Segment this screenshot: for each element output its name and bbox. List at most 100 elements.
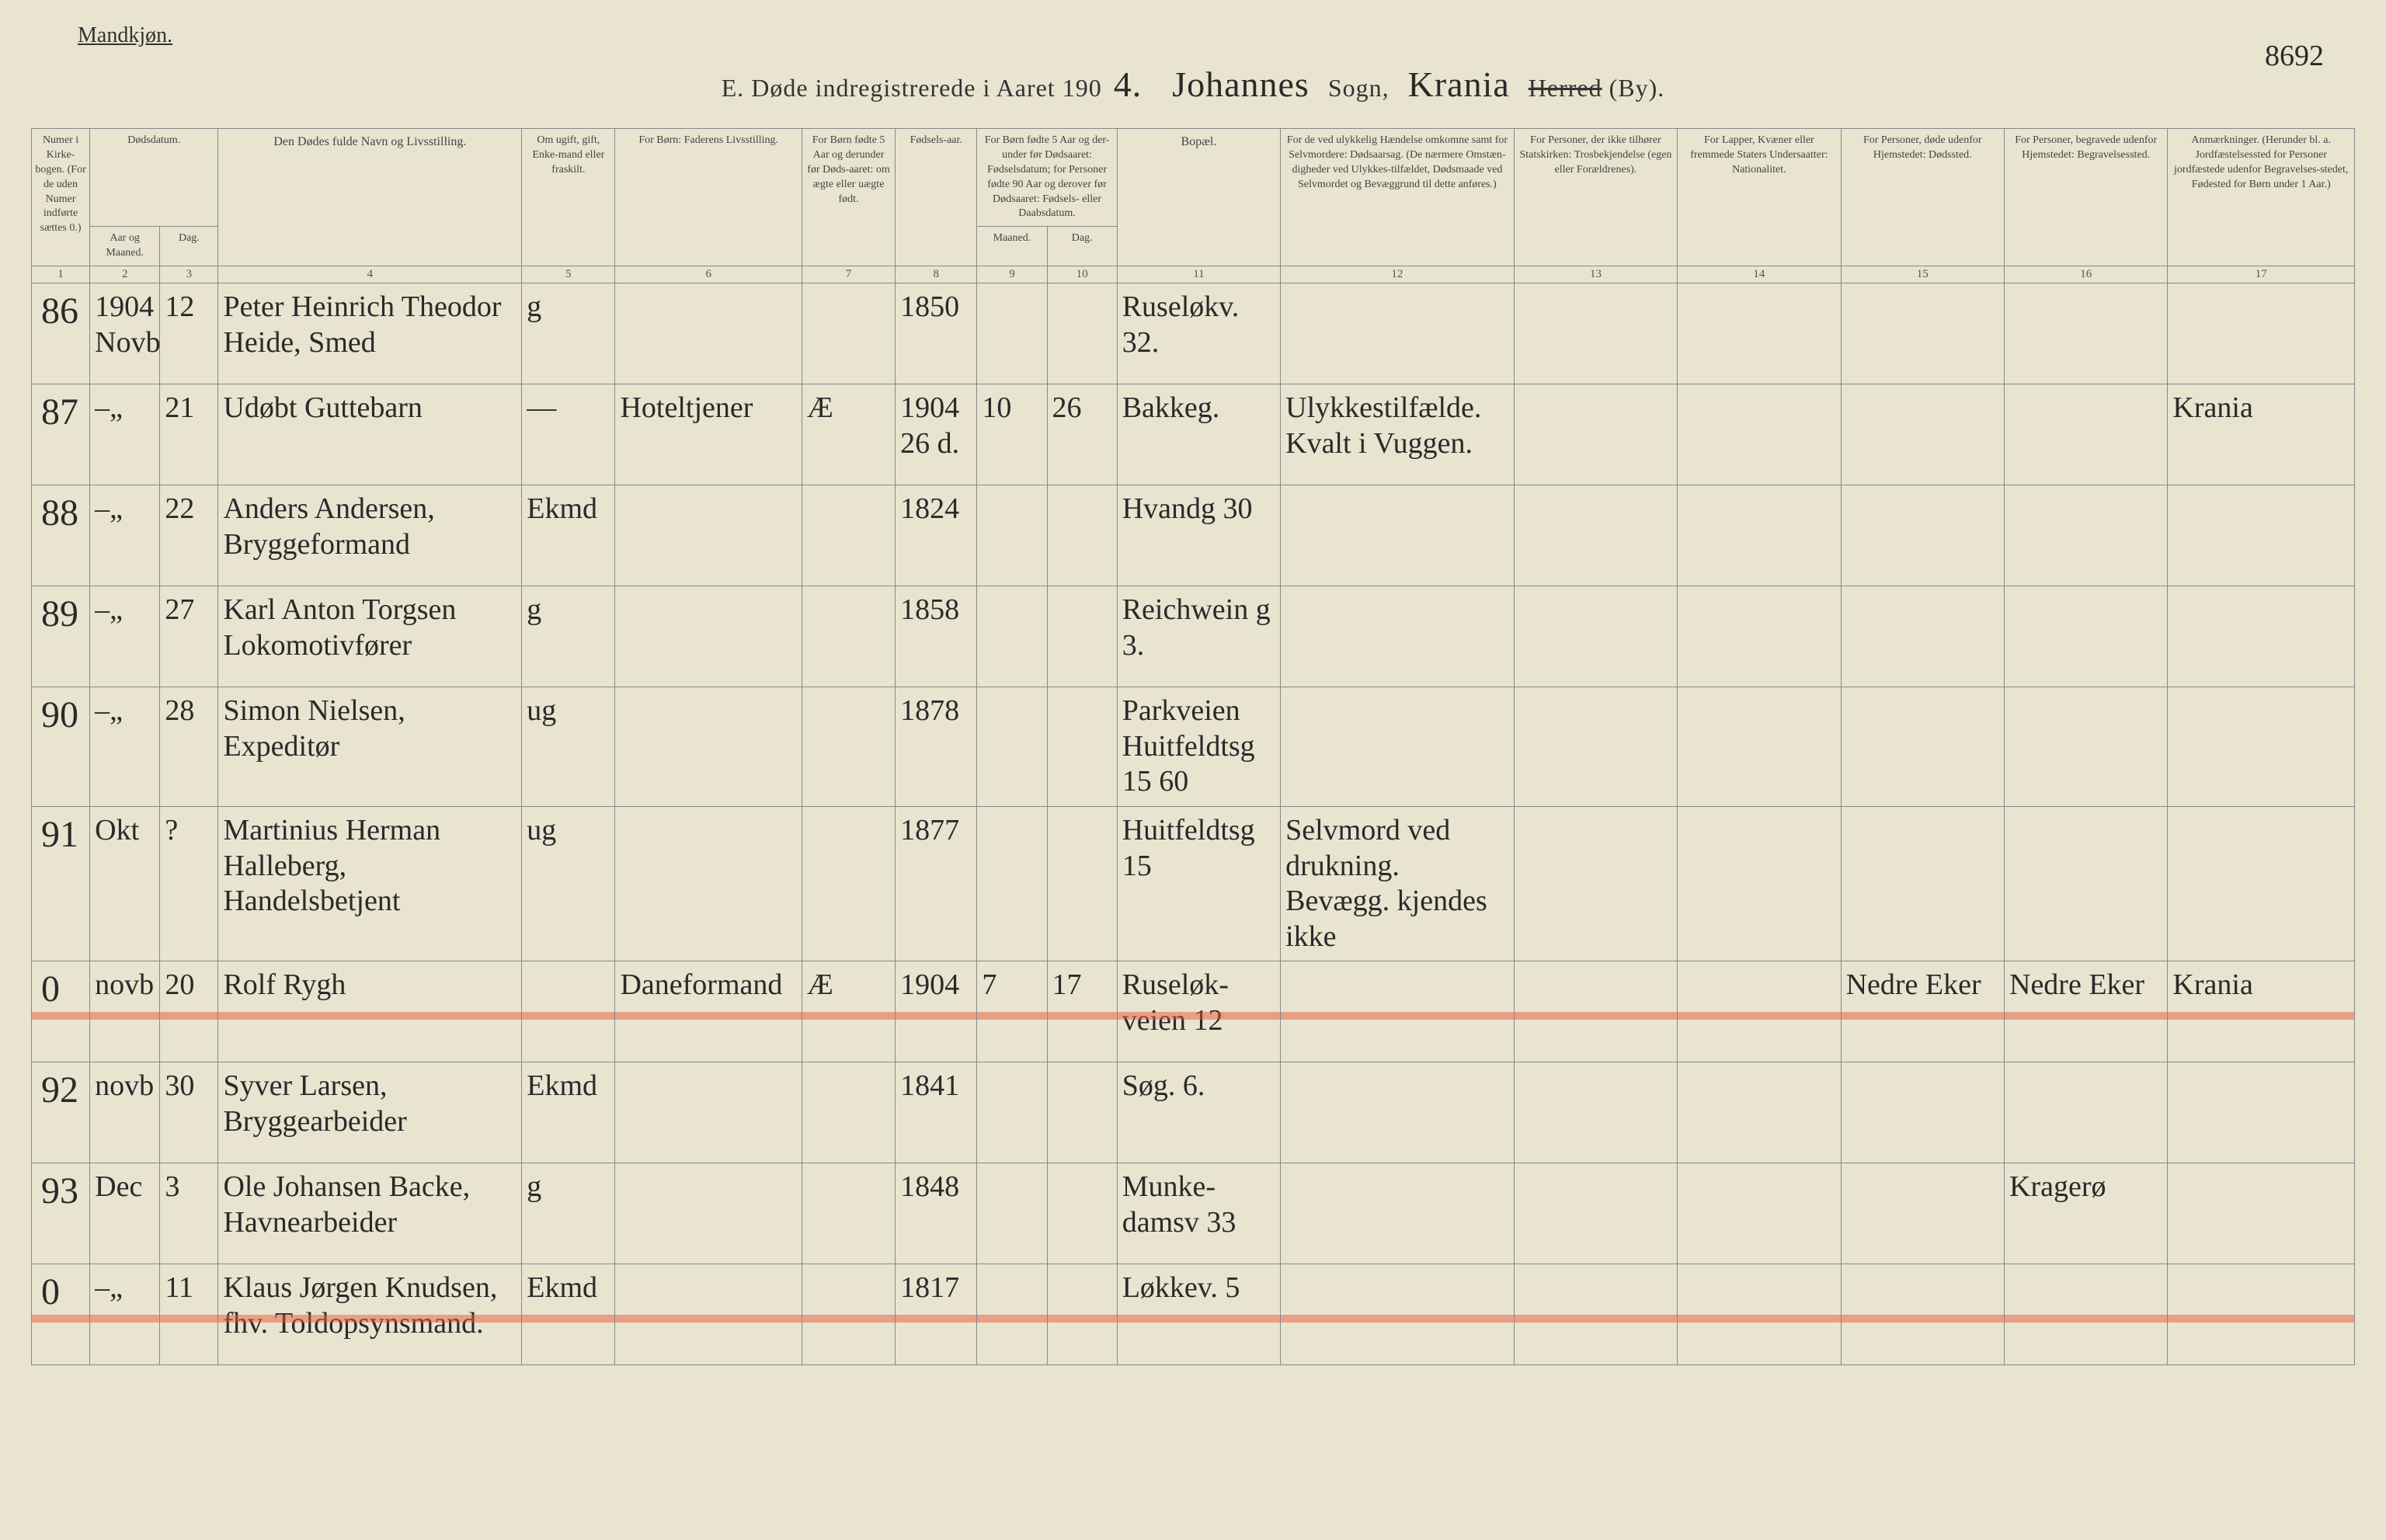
- father-occupation: [615, 1062, 802, 1163]
- table-row: 92novb30Syver Larsen, BryggearbeiderEkmd…: [32, 1062, 2355, 1163]
- death-year-month: Okt: [90, 806, 160, 961]
- father-occupation: [615, 485, 802, 586]
- colnum: 14: [1678, 266, 1841, 283]
- colnum: 2: [90, 266, 160, 283]
- marital-status: [522, 961, 615, 1062]
- birth-year: 1904 26 d.: [896, 384, 977, 485]
- colnum: 7: [802, 266, 895, 283]
- father-occupation: [615, 1264, 802, 1365]
- burial-place: [2005, 1264, 2168, 1365]
- birth-year: 1878: [896, 687, 977, 807]
- death-day: 21: [160, 384, 218, 485]
- table-row: 861904 Novb12Peter Heinrich Theodor Heid…: [32, 283, 2355, 384]
- remarks: [2168, 1264, 2355, 1365]
- marital-status: Ekmd: [522, 485, 615, 586]
- birth-day: 26: [1047, 384, 1117, 485]
- record-number: 90: [32, 687, 90, 807]
- table-header: Numer i Kirke-bogen. (For de uden Numer …: [32, 129, 2355, 266]
- father-occupation: [615, 806, 802, 961]
- col-16-header: For Personer, begravede udenfor Hjemsted…: [2005, 129, 2168, 266]
- table-row: 91Okt?Martinius Herman Halleberg, Handel…: [32, 806, 2355, 961]
- father-occupation: [615, 687, 802, 807]
- birth-year: 1841: [896, 1062, 977, 1163]
- remarks: [2168, 485, 2355, 586]
- colnum: 17: [2168, 266, 2355, 283]
- col-9a-header: Maaned.: [977, 227, 1047, 266]
- burial-place: Kragerø: [2005, 1163, 2168, 1264]
- death-day: 28: [160, 687, 218, 807]
- header-block: Mandkjøn. E. Døde indregistrerede i Aare…: [31, 23, 2355, 105]
- name-occupation: Martinius Herman Halleberg, Handelsbetje…: [218, 806, 522, 961]
- death-year-month: Dec: [90, 1163, 160, 1264]
- residence: Parkveien Huitfeldtsg 15 60: [1117, 687, 1280, 807]
- legitimate: [802, 806, 895, 961]
- birth-year: 1848: [896, 1163, 977, 1264]
- record-number: 92: [32, 1062, 90, 1163]
- nationality: [1678, 687, 1841, 807]
- nationality: [1678, 961, 1841, 1062]
- cause-of-death: [1281, 1163, 1515, 1264]
- burial-place: [2005, 586, 2168, 687]
- col-2a-header: Aar og Maaned.: [90, 227, 160, 266]
- death-year-month: novb: [90, 1062, 160, 1163]
- name-occupation: Klaus Jørgen Knudsen, fhv. Toldopsynsman…: [218, 1264, 522, 1365]
- legitimate: Æ: [802, 961, 895, 1062]
- death-place: [1841, 384, 2004, 485]
- death-place: Nedre Eker: [1841, 961, 2004, 1062]
- legitimate: [802, 1062, 895, 1163]
- remarks: [2168, 806, 2355, 961]
- birth-year: 1824: [896, 485, 977, 586]
- confession: [1514, 1062, 1677, 1163]
- cause-of-death: Ulykkestilfælde. Kvalt i Vuggen.: [1281, 384, 1515, 485]
- death-day: 22: [160, 485, 218, 586]
- marital-status: —: [522, 384, 615, 485]
- remarks: [2168, 1062, 2355, 1163]
- birth-month: [977, 586, 1047, 687]
- nationality: [1678, 485, 1841, 586]
- nationality: [1678, 1062, 1841, 1163]
- name-occupation: Karl Anton Torgsen Lokomotivfører: [218, 586, 522, 687]
- birth-day: [1047, 1163, 1117, 1264]
- colnum: 13: [1514, 266, 1677, 283]
- legitimate: [802, 687, 895, 807]
- colnum: 9: [977, 266, 1047, 283]
- birth-month: [977, 283, 1047, 384]
- burial-place: [2005, 1062, 2168, 1163]
- table-row: 88–„22Anders Andersen, BryggeformandEkmd…: [32, 485, 2355, 586]
- nationality: [1678, 806, 1841, 961]
- cause-of-death: [1281, 961, 1515, 1062]
- birth-month: 10: [977, 384, 1047, 485]
- father-occupation: [615, 1163, 802, 1264]
- cause-of-death: [1281, 485, 1515, 586]
- marital-status: ug: [522, 806, 615, 961]
- marital-status: g: [522, 283, 615, 384]
- confession: [1514, 1264, 1677, 1365]
- residence: Hvandg 30: [1117, 485, 1280, 586]
- confession: [1514, 961, 1677, 1062]
- birth-month: [977, 485, 1047, 586]
- col-4-header: Den Dødes fulde Navn og Livsstilling.: [218, 129, 522, 266]
- confession: [1514, 687, 1677, 807]
- col-2-top-header: Dødsdatum.: [90, 129, 218, 227]
- col-11-header: Bopæl.: [1117, 129, 1280, 266]
- register-table: Numer i Kirke-bogen. (For de uden Numer …: [31, 128, 2355, 1365]
- birth-day: [1047, 485, 1117, 586]
- burial-place: [2005, 806, 2168, 961]
- marital-status: Ekmd: [522, 1264, 615, 1365]
- col-2b-header: Dag.: [160, 227, 218, 266]
- record-number: 0: [32, 1264, 90, 1365]
- name-occupation: Ole Johansen Backe, Havnearbeider: [218, 1163, 522, 1264]
- birth-year: 1904: [896, 961, 977, 1062]
- birth-month: [977, 806, 1047, 961]
- record-number: 88: [32, 485, 90, 586]
- death-year-month: –„: [90, 1264, 160, 1365]
- legitimate: Æ: [802, 384, 895, 485]
- birth-month: [977, 1062, 1047, 1163]
- col-12-header: For de ved ulykkelig Hændelse omkomne sa…: [1281, 129, 1515, 266]
- district-name: Krania: [1396, 64, 1522, 104]
- cause-of-death: [1281, 586, 1515, 687]
- confession: [1514, 1163, 1677, 1264]
- sogn-label: Sogn,: [1328, 74, 1390, 102]
- nationality: [1678, 283, 1841, 384]
- record-number: 87: [32, 384, 90, 485]
